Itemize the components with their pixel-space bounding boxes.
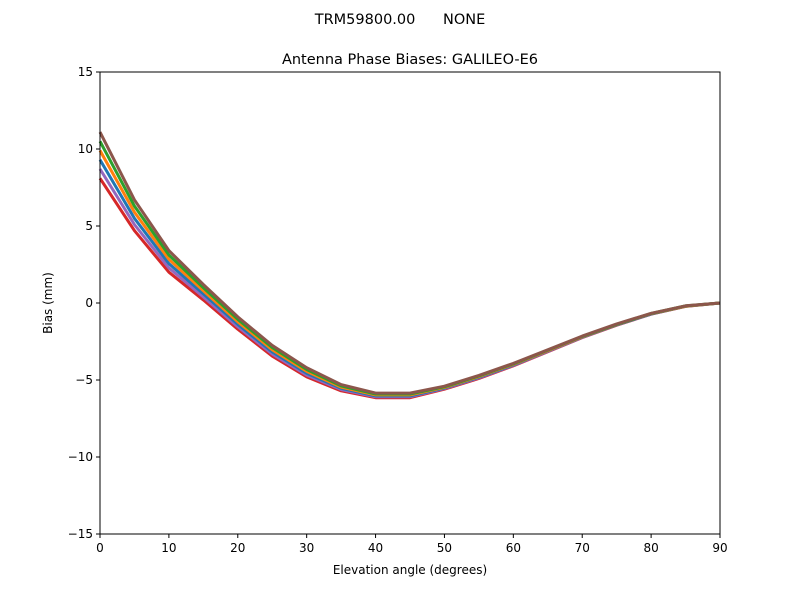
x-tick-label: 50 — [437, 541, 452, 555]
x-axis-label: Elevation angle (degrees) — [333, 563, 487, 577]
y-tick-label: 5 — [85, 219, 93, 233]
y-tick-label: 10 — [78, 142, 93, 156]
series-line-4 — [98, 140, 721, 396]
y-tick-label: −10 — [68, 450, 93, 464]
x-tick-label: 80 — [643, 541, 658, 555]
y-tick-label: −15 — [68, 527, 93, 541]
x-tick-label: 90 — [712, 541, 727, 555]
x-tick-label: 10 — [161, 541, 176, 555]
x-axis: 0 10 20 30 40 50 60 70 80 90 — [96, 534, 728, 555]
x-tick-label: 20 — [230, 541, 245, 555]
y-axis: 15 10 5 0 −5 −10 −15 — [68, 65, 100, 541]
chart-title: Antenna Phase Biases: GALILEO-E6 — [282, 52, 538, 68]
y-tick-label: 0 — [85, 296, 93, 310]
y-tick-label: −5 — [75, 373, 93, 387]
x-tick-label: 60 — [506, 541, 521, 555]
suptitle: TRM59800.00 NONE — [314, 12, 486, 28]
x-tick-label: 40 — [368, 541, 383, 555]
x-tick-label: 70 — [575, 541, 590, 555]
series-line-5 — [98, 131, 721, 395]
x-tick-label: 0 — [96, 541, 104, 555]
y-axis-label: Bias (mm) — [41, 272, 55, 334]
series-lines — [98, 131, 721, 400]
axes-frame — [99, 71, 721, 535]
x-tick-label: 30 — [299, 541, 314, 555]
y-tick-label: 15 — [78, 65, 93, 79]
